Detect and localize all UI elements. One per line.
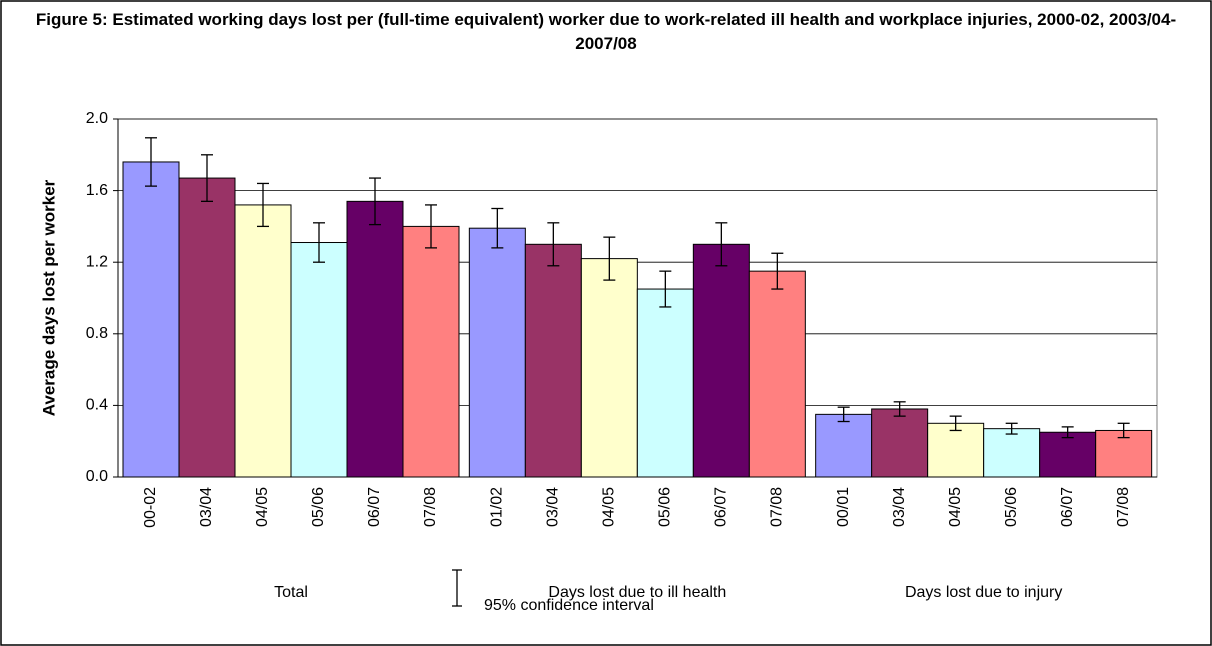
x-tick-label: 07/08: [769, 487, 786, 527]
bar: [692, 243, 750, 478]
bar: [815, 413, 873, 478]
bar: [122, 161, 180, 478]
x-tick-label: 05/06: [310, 487, 327, 527]
y-tick-label: 1.2: [86, 253, 108, 270]
x-tick-label: 07/08: [422, 487, 439, 527]
x-tick-label: 06/07: [1059, 487, 1076, 527]
x-tick-label: 05/06: [1003, 487, 1020, 527]
chart-title: Figure 5: Estimated working days lost pe…: [35, 10, 1177, 53]
bar: [1039, 431, 1097, 478]
y-tick-label: 0.0: [86, 468, 108, 485]
x-tick-label: 04/05: [601, 487, 618, 527]
bar: [468, 227, 526, 478]
bar: [402, 225, 460, 478]
y-tick-label: 0.4: [86, 397, 108, 414]
bar: [636, 288, 694, 478]
y-tick-label: 1.6: [86, 182, 108, 199]
bar: [524, 243, 582, 478]
group-label: Days lost due to injury: [905, 584, 1062, 601]
x-tick-label: 05/06: [657, 487, 674, 527]
bar: [234, 204, 292, 478]
x-tick-label: 03/04: [891, 487, 908, 527]
y-tick-label: 0.8: [86, 325, 108, 342]
bar: [178, 177, 236, 478]
x-tick-label: 04/05: [254, 487, 271, 527]
bar: [983, 428, 1041, 478]
y-tick-label: 2.0: [86, 110, 108, 127]
x-tick-label: 06/07: [366, 487, 383, 527]
group-label: Total: [274, 584, 308, 601]
y-axis-label: Average days lost per worker: [39, 179, 58, 416]
bar: [346, 200, 404, 478]
x-tick-label: 04/05: [947, 487, 964, 527]
bar: [580, 258, 638, 478]
bar: [290, 242, 348, 478]
x-tick-label: 07/08: [1115, 487, 1132, 527]
group-label: Days lost due to ill health: [548, 584, 726, 601]
bar: [748, 270, 806, 478]
bar: [927, 422, 985, 478]
x-tick-label: 01/02: [489, 487, 506, 527]
bar: [871, 408, 929, 478]
x-tick-label: 06/07: [713, 487, 730, 527]
x-tick-label: 03/04: [545, 487, 562, 527]
x-tick-label: 03/04: [198, 487, 215, 527]
x-tick-label: 00/01: [835, 487, 852, 527]
x-tick-label: 00-02: [142, 487, 159, 528]
legend-label: 95% confidence interval: [484, 597, 654, 614]
